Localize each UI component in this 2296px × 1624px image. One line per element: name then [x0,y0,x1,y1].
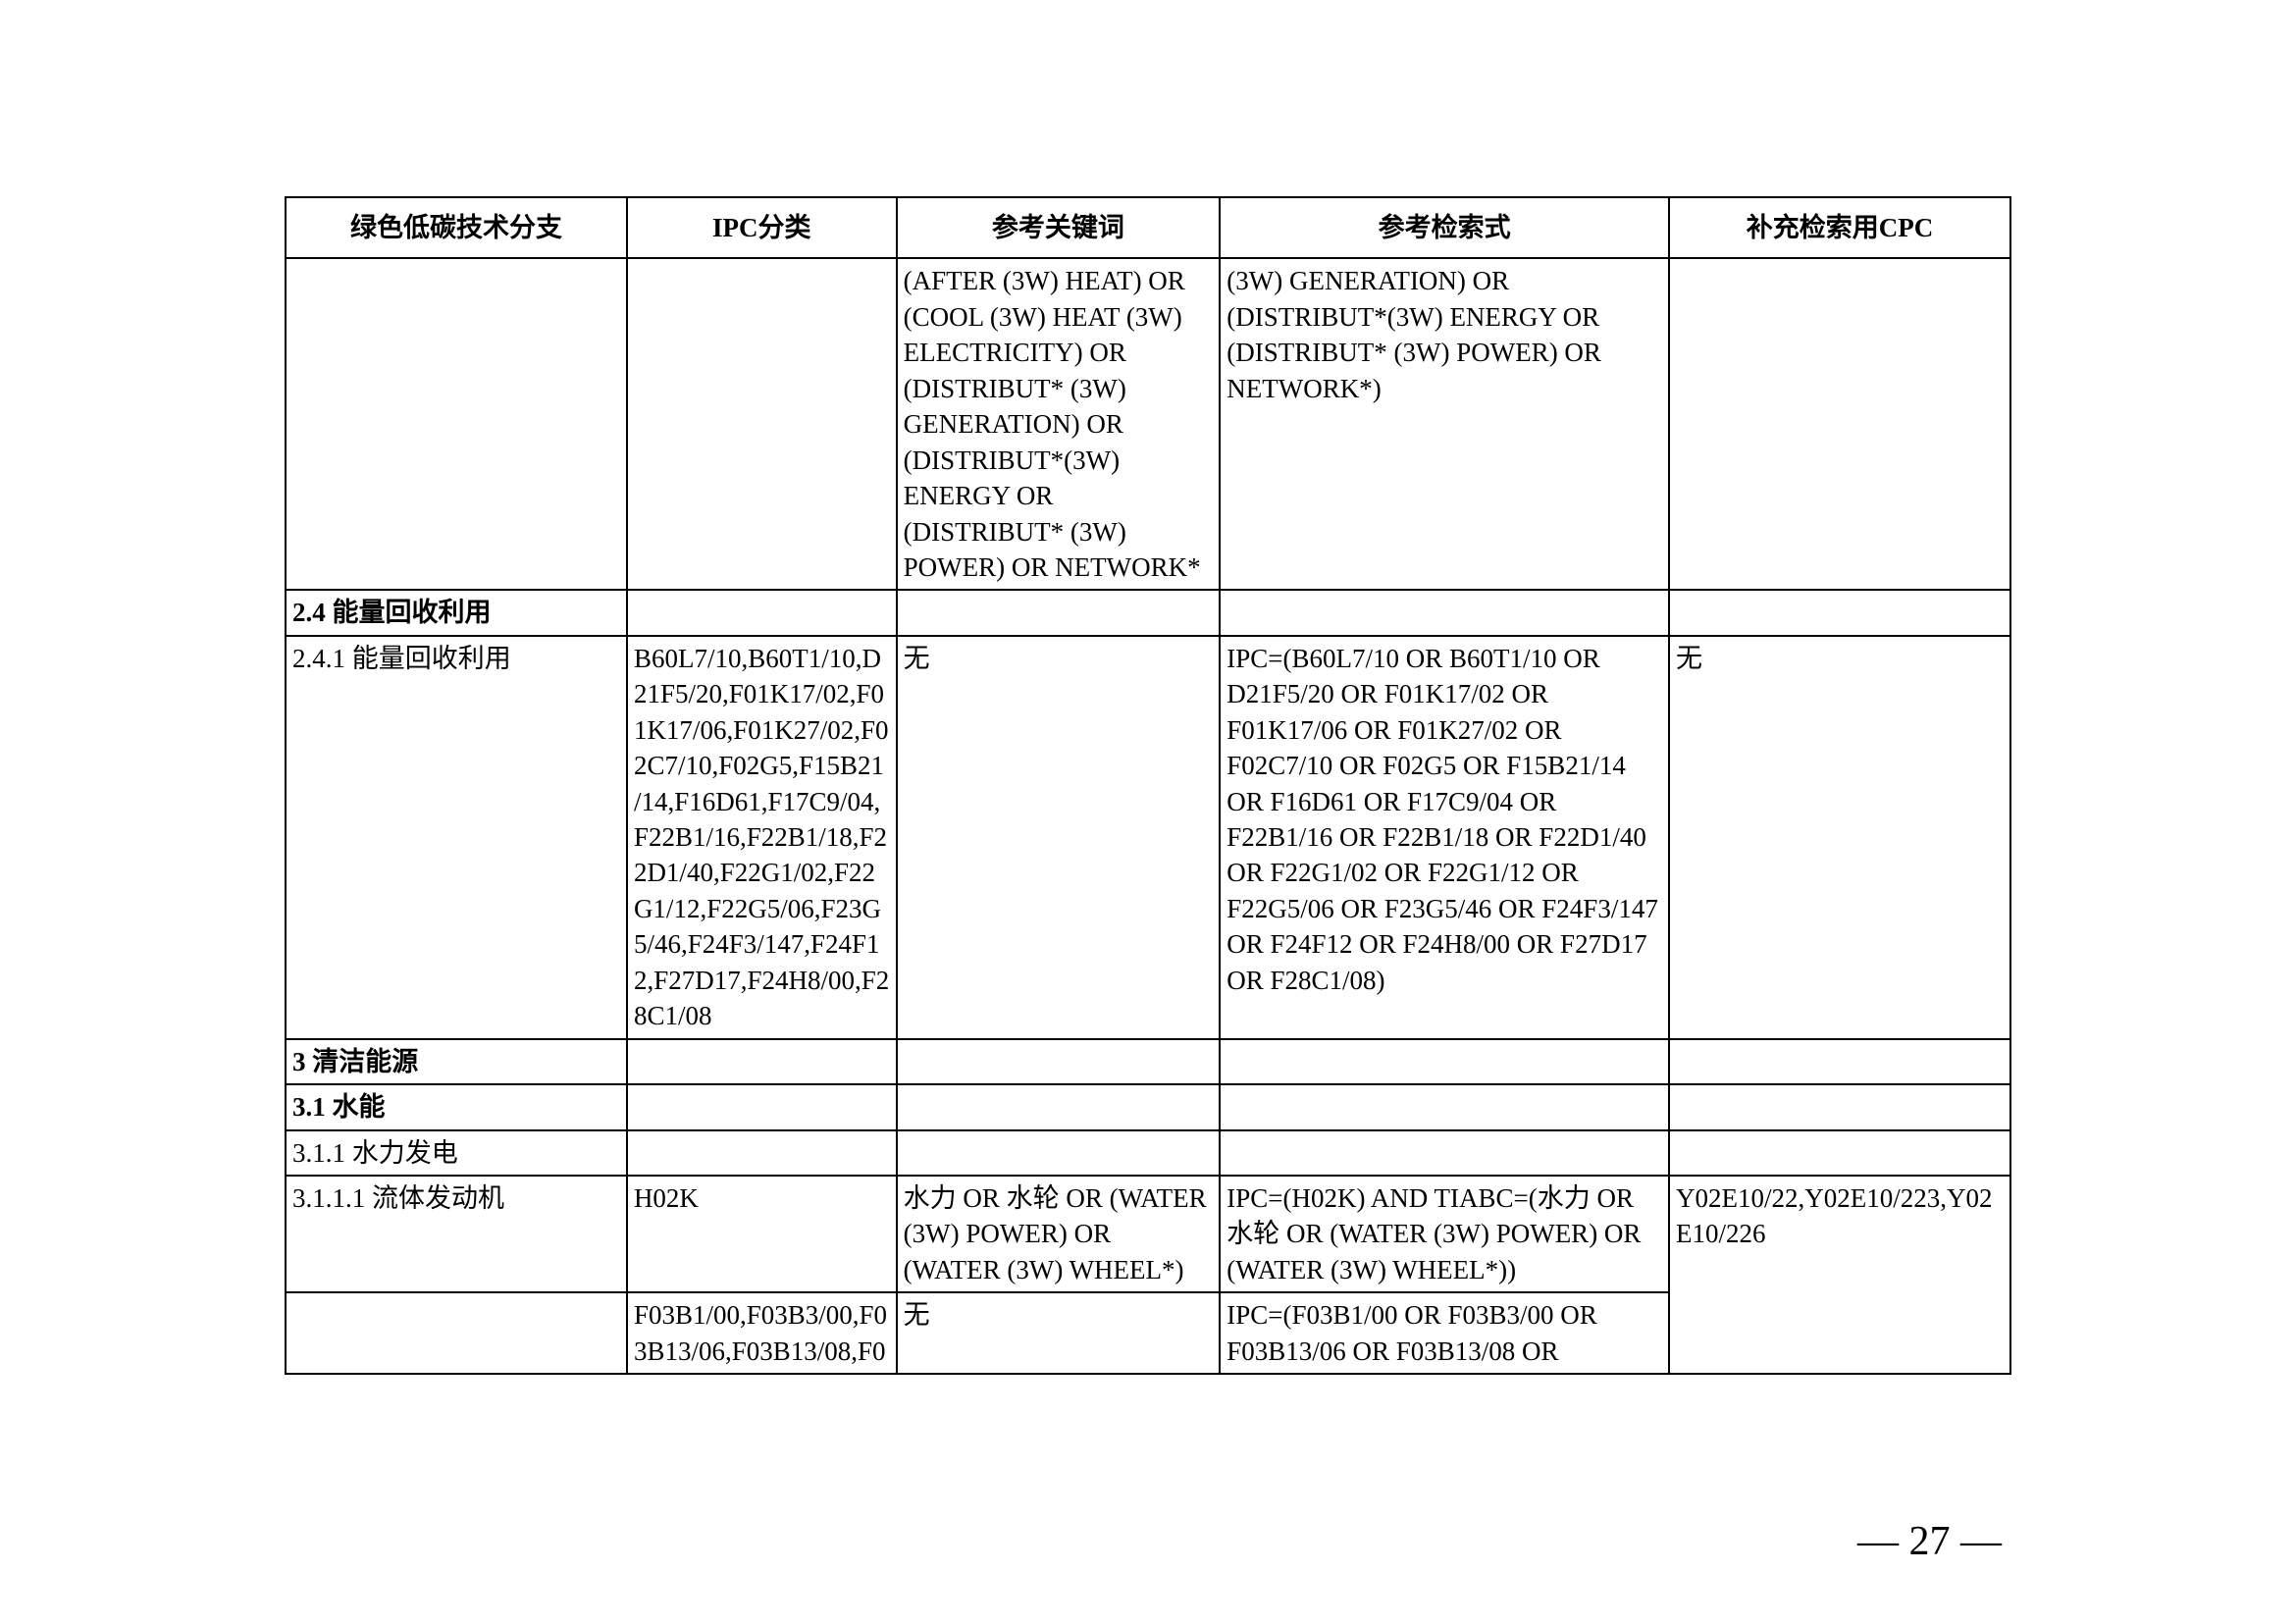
table-cell-c1: 3 清洁能源 [286,1039,627,1084]
page-number: — 27 — [1857,1518,2002,1565]
table-row: 2.4 能量回收利用 [286,590,2010,635]
table-cell-c4 [1220,1130,1669,1176]
table-cell-c3: 水力 OR 水轮 OR (WATER (3W) POWER) OR (WATER… [897,1176,1221,1292]
table-cell-c3 [897,1084,1221,1129]
table-cell-c2: B60L7/10,B60T1/10,D21F5/20,F01K17/02,F01… [627,636,897,1039]
table-header-row: 绿色低碳技术分支 IPC分类 参考关键词 参考检索式 补充检索用CPC [286,197,2010,258]
table-cell-c4 [1220,1084,1669,1129]
table-row: (AFTER (3W) HEAT) OR (COOL (3W) HEAT (3W… [286,258,2010,590]
table-row: 3 清洁能源 [286,1039,2010,1084]
document-page: 绿色低碳技术分支 IPC分类 参考关键词 参考检索式 补充检索用CPC (AFT… [0,0,2296,1624]
table-cell-c2 [627,590,897,635]
table-cell-c4 [1220,590,1669,635]
table-body: (AFTER (3W) HEAT) OR (COOL (3W) HEAT (3W… [286,258,2010,1374]
table-row: 3.1.1.1 流体发动机H02K水力 OR 水轮 OR (WATER (3W)… [286,1176,2010,1292]
table-cell-c1: 3.1.1 水力发电 [286,1130,627,1176]
header-col-ipc: IPC分类 [627,197,897,258]
table-cell-c1 [286,1292,627,1374]
table-cell-c3: 无 [897,1292,1221,1374]
table-cell-c1: 2.4 能量回收利用 [286,590,627,635]
table-cell-c1: 3.1 水能 [286,1084,627,1129]
header-col-branch: 绿色低碳技术分支 [286,197,627,258]
table-cell-c5: 无 [1669,636,2010,1039]
table-cell-c1: 3.1.1.1 流体发动机 [286,1176,627,1292]
table-cell-c2 [627,258,897,590]
table-cell-c4: IPC=(B60L7/10 OR B60T1/10 OR D21F5/20 OR… [1220,636,1669,1039]
table-cell-c3 [897,1130,1221,1176]
header-col-cpc: 补充检索用CPC [1669,197,2010,258]
table-cell-c5 [1669,1039,2010,1084]
table-row: 3.1 水能 [286,1084,2010,1129]
table-cell-c2 [627,1084,897,1129]
table-cell-c2: F03B1/00,F03B3/00,F03B13/06,F03B13/08,F0 [627,1292,897,1374]
table-cell-c4 [1220,1039,1669,1084]
table-cell-c5: Y02E10/22,Y02E10/223,Y02E10/226 [1669,1176,2010,1374]
table-cell-c2 [627,1130,897,1176]
table-row: 3.1.1 水力发电 [286,1130,2010,1176]
table-cell-c3 [897,590,1221,635]
table-cell-c3: (AFTER (3W) HEAT) OR (COOL (3W) HEAT (3W… [897,258,1221,590]
table-row: 2.4.1 能量回收利用B60L7/10,B60T1/10,D21F5/20,F… [286,636,2010,1039]
table-cell-c4: IPC=(H02K) AND TIABC=(水力 OR 水轮 OR (WATER… [1220,1176,1669,1292]
table-cell-c2 [627,1039,897,1084]
table-cell-c4: IPC=(F03B1/00 OR F03B3/00 OR F03B13/06 O… [1220,1292,1669,1374]
header-col-search: 参考检索式 [1220,197,1669,258]
table-cell-c3: 无 [897,636,1221,1039]
table-cell-c5 [1669,258,2010,590]
table-cell-c5 [1669,590,2010,635]
table-cell-c4: (3W) GENERATION) OR (DISTRIBUT*(3W) ENER… [1220,258,1669,590]
table-cell-c5 [1669,1084,2010,1129]
table-cell-c3 [897,1039,1221,1084]
table-cell-c5 [1669,1130,2010,1176]
table-cell-c2: H02K [627,1176,897,1292]
table-cell-c1 [286,258,627,590]
header-col-keywords: 参考关键词 [897,197,1221,258]
classification-table: 绿色低碳技术分支 IPC分类 参考关键词 参考检索式 补充检索用CPC (AFT… [285,196,2011,1375]
table-cell-c1: 2.4.1 能量回收利用 [286,636,627,1039]
